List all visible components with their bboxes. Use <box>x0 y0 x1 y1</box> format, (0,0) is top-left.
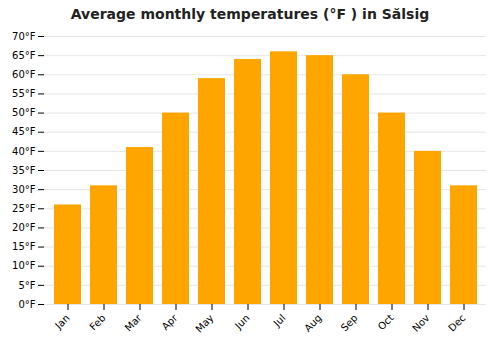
svg-text:Jul: Jul <box>271 312 288 329</box>
svg-text:Dec: Dec <box>446 312 467 333</box>
svg-text:Feb: Feb <box>87 312 107 332</box>
svg-text:Sep: Sep <box>339 312 360 333</box>
svg-text:55°F: 55°F <box>12 88 36 99</box>
svg-text:70°F: 70°F <box>12 31 36 42</box>
svg-text:Jan: Jan <box>52 312 71 331</box>
svg-text:40°F: 40°F <box>12 146 36 157</box>
svg-text:10°F: 10°F <box>12 260 36 271</box>
svg-text:45°F: 45°F <box>12 126 36 137</box>
svg-text:Aug: Aug <box>302 312 324 334</box>
svg-text:65°F: 65°F <box>12 50 36 61</box>
svg-text:20°F: 20°F <box>12 222 36 233</box>
svg-text:0°F: 0°F <box>18 299 35 310</box>
svg-text:Jun: Jun <box>232 312 252 332</box>
svg-text:60°F: 60°F <box>12 69 36 80</box>
svg-text:15°F: 15°F <box>12 241 36 252</box>
svg-text:35°F: 35°F <box>12 165 36 176</box>
html-text:Average monthly temperatures (: Average monthly temperatures (°F ) in Să… <box>70 6 430 22</box>
svg-text:30°F: 30°F <box>12 184 36 195</box>
svg-text:50°F: 50°F <box>12 107 36 118</box>
svg-text:May: May <box>193 312 215 334</box>
svg-text:Apr: Apr <box>160 312 181 333</box>
svg-text:25°F: 25°F <box>12 203 36 214</box>
svg-text:Oct: Oct <box>376 312 396 332</box>
svg-text:Mar: Mar <box>123 312 145 334</box>
svg-text:Nov: Nov <box>410 312 432 334</box>
svg-text:5°F: 5°F <box>18 280 35 291</box>
